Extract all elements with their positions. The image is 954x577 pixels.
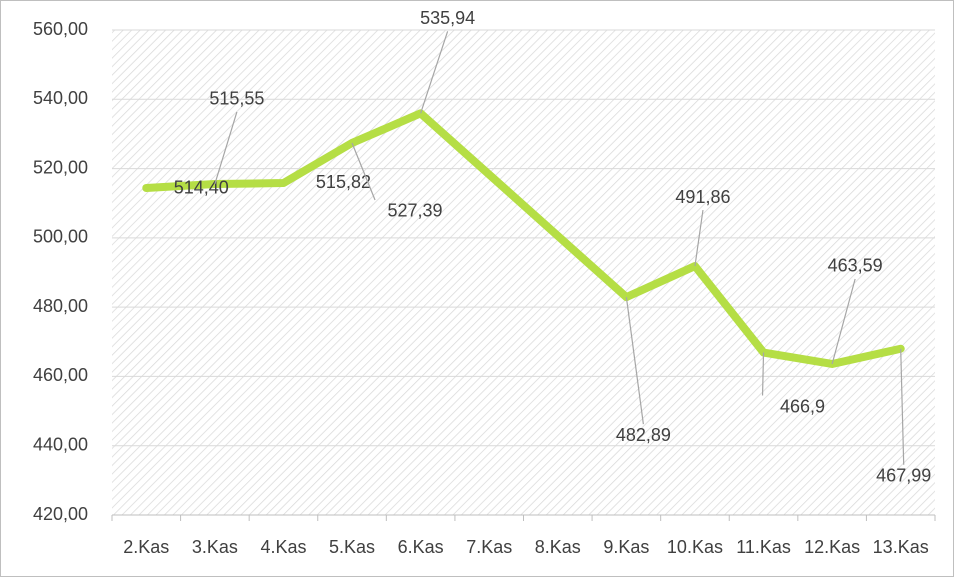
series-line	[142, 109, 425, 192]
x-tick-label: 3.Kas	[192, 537, 238, 557]
leader-line	[694, 209, 704, 267]
x-tick-label: 12.Kas	[804, 537, 860, 557]
x-tick-label: 8.Kas	[535, 537, 581, 557]
x-tick-label: 2.Kas	[123, 537, 169, 557]
data-label: 514,40	[174, 178, 229, 198]
leader-line	[214, 111, 238, 185]
plot-area	[112, 30, 935, 515]
leader-line	[761, 352, 765, 396]
series-line	[622, 262, 905, 368]
y-tick-label: 540,00	[33, 88, 88, 108]
x-tick-label: 13.Kas	[873, 537, 929, 557]
x-tick-label: 6.Kas	[398, 537, 444, 557]
gap-connector	[416, 109, 631, 302]
x-tick-label: 9.Kas	[603, 537, 649, 557]
data-label: 535,94	[420, 8, 475, 28]
y-tick-label: 460,00	[33, 365, 88, 385]
leader-line	[900, 348, 905, 465]
x-tick-label: 7.Kas	[466, 537, 512, 557]
data-label: 515,55	[209, 89, 264, 109]
x-tick-label: 4.Kas	[260, 537, 306, 557]
x-tick-label: 10.Kas	[667, 537, 723, 557]
y-tick-label: 520,00	[33, 157, 88, 177]
y-tick-label: 560,00	[33, 19, 88, 39]
y-tick-label: 420,00	[33, 504, 88, 524]
y-tick-label: 440,00	[33, 434, 88, 454]
leader-line	[420, 31, 449, 114]
leader-line	[351, 142, 376, 201]
data-label: 515,82	[316, 172, 371, 192]
leader-line	[831, 278, 856, 365]
data-label: 527,39	[388, 201, 443, 221]
data-label: 491,86	[675, 187, 730, 207]
data-label: 466,9	[780, 396, 825, 416]
data-label: 482,89	[616, 425, 671, 445]
x-tick-label: 5.Kas	[329, 537, 375, 557]
data-label: 463,59	[828, 256, 883, 276]
x-tick-label: 11.Kas	[736, 537, 791, 557]
y-tick-label: 480,00	[33, 296, 88, 316]
leader-line	[625, 297, 644, 425]
data-label: 467,99	[876, 465, 931, 485]
y-tick-label: 500,00	[33, 227, 88, 247]
